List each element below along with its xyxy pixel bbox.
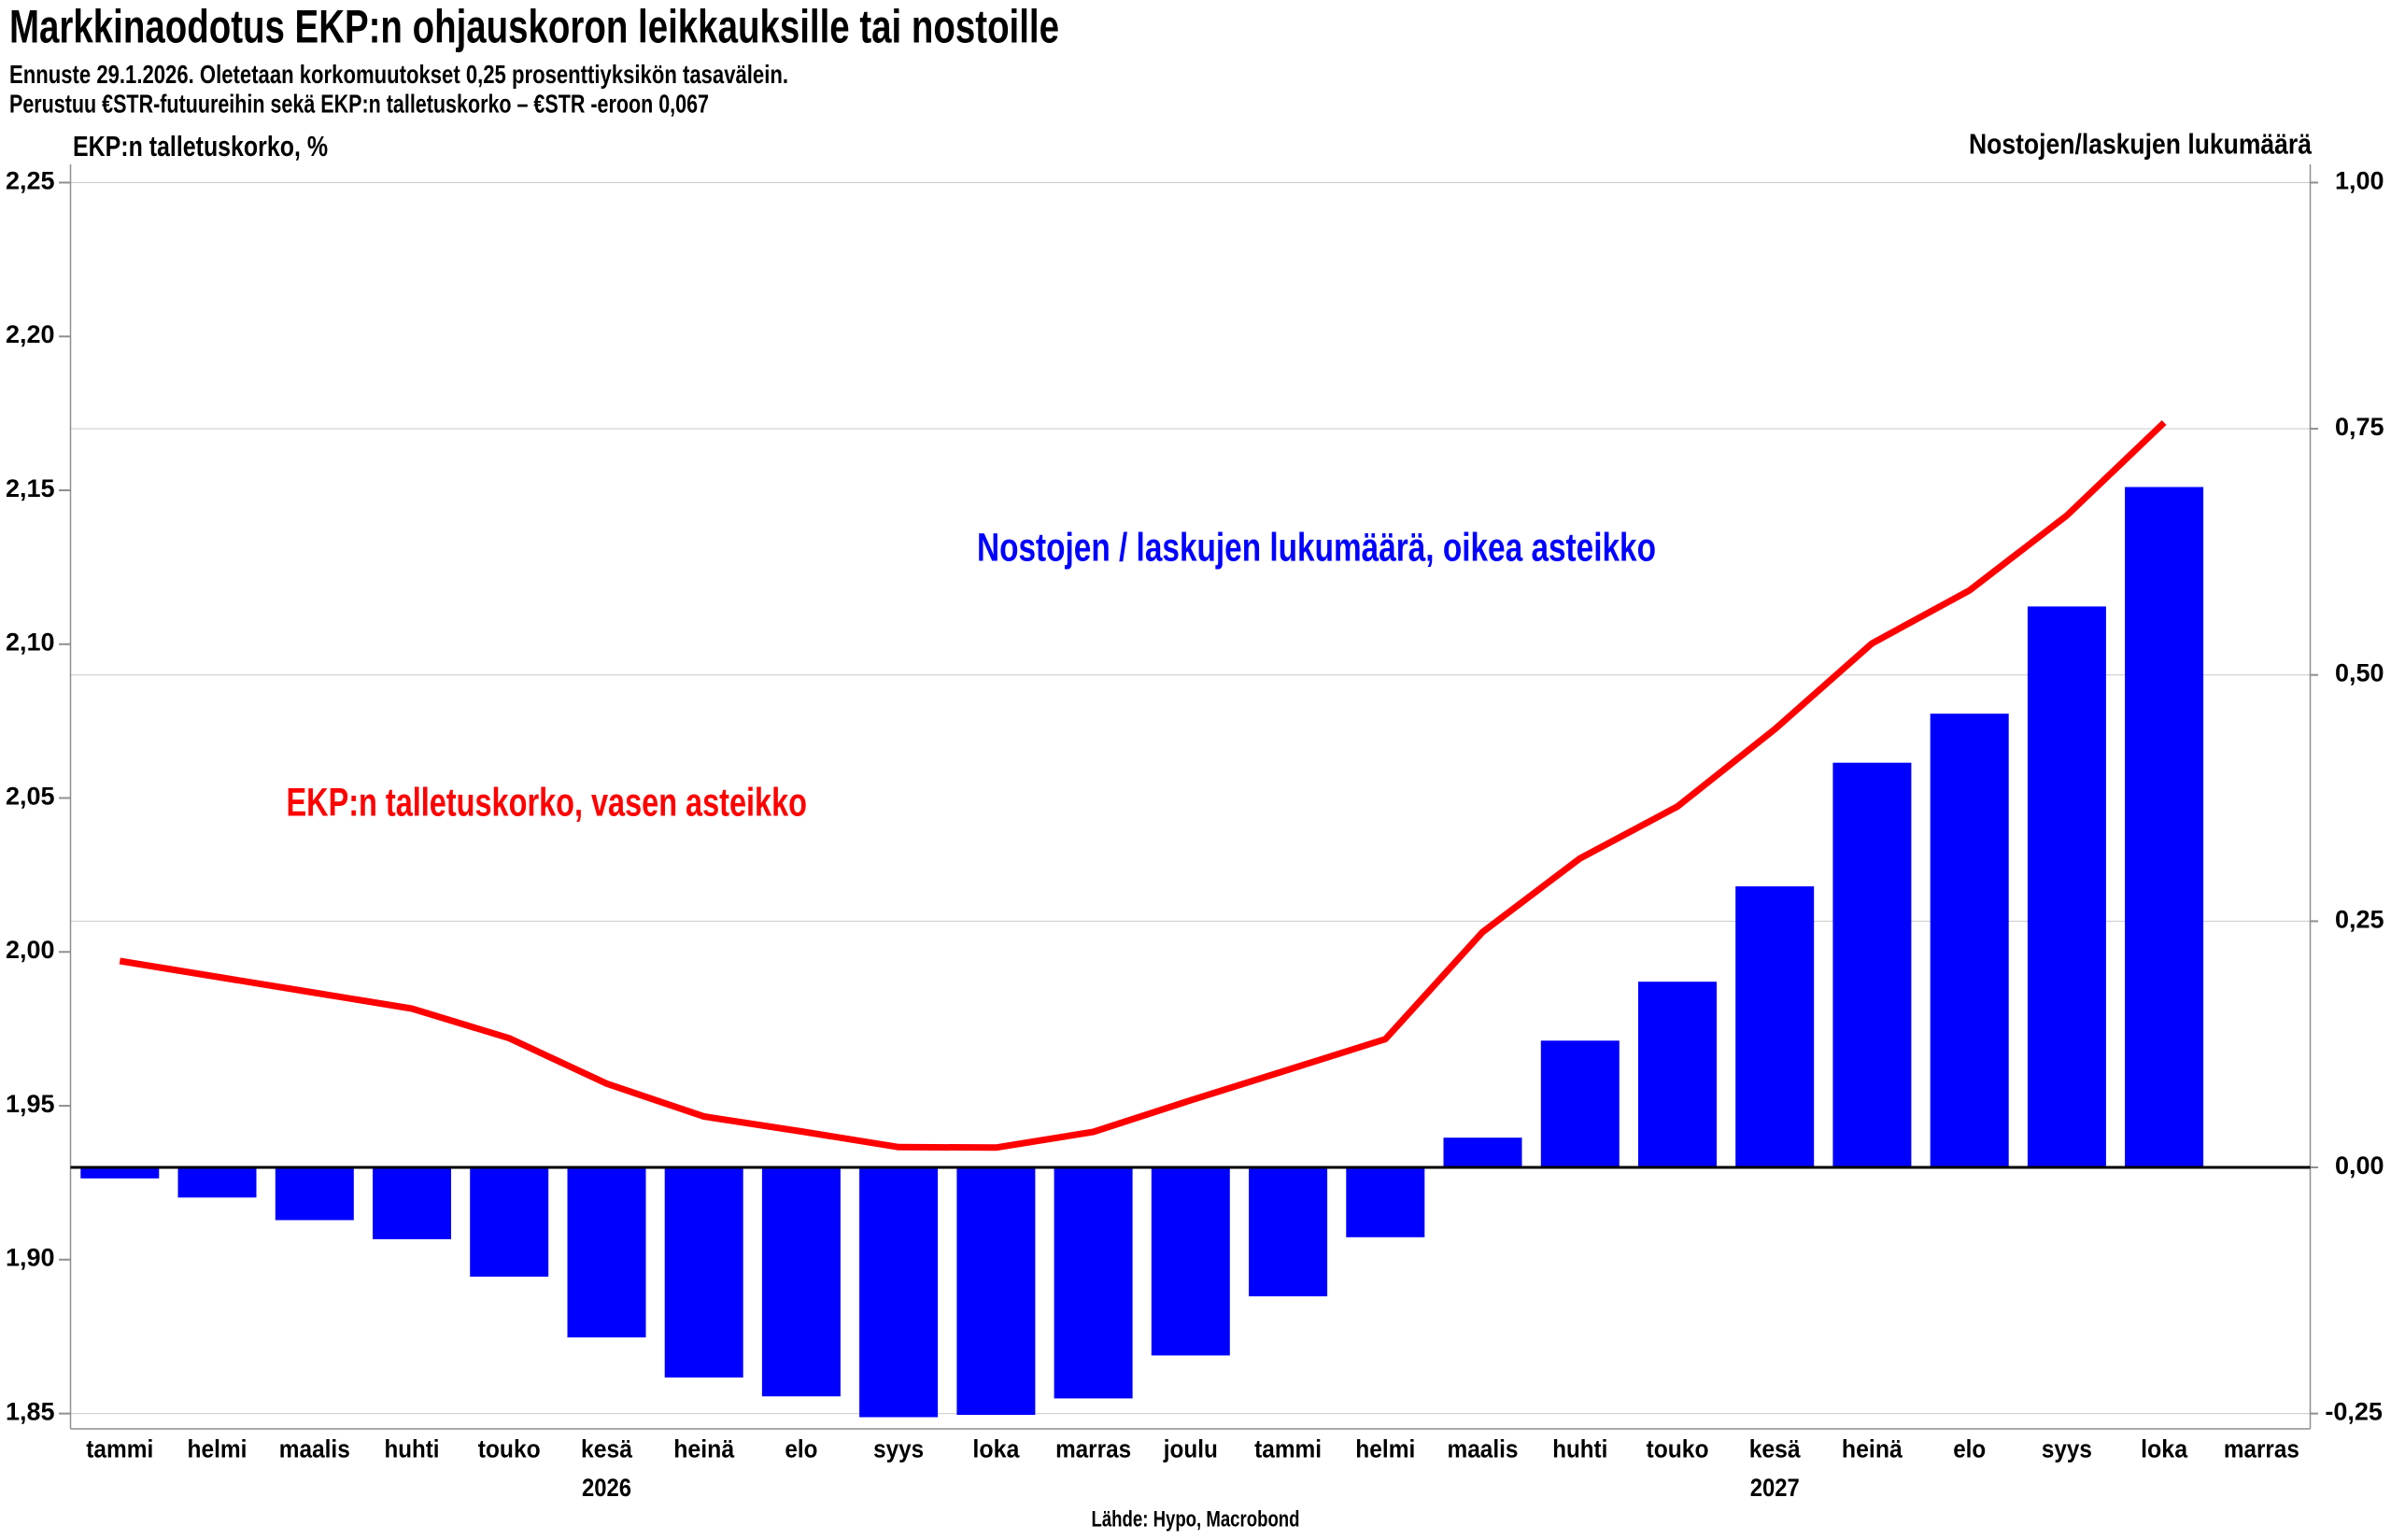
svg-text:2,20: 2,20	[6, 320, 55, 348]
svg-text:maalis: maalis	[279, 1434, 350, 1462]
svg-text:heinä: heinä	[673, 1434, 735, 1462]
svg-text:kesä: kesä	[1749, 1434, 1802, 1462]
svg-text:joulu: joulu	[1163, 1434, 1218, 1462]
svg-text:EKP:n talletuskorko, vasen ast: EKP:n talletuskorko, vasen asteikko	[287, 781, 808, 826]
svg-text:0,75: 0,75	[2335, 413, 2384, 441]
svg-text:Perustuu €STR-futuureihin sekä: Perustuu €STR-futuureihin sekä EKP:n tal…	[9, 90, 709, 119]
svg-text:touko: touko	[1647, 1434, 1709, 1462]
svg-text:marras: marras	[1055, 1434, 1131, 1462]
svg-text:syys: syys	[2042, 1434, 2092, 1462]
svg-text:2,25: 2,25	[6, 166, 55, 194]
svg-text:0,25: 0,25	[2335, 905, 2384, 933]
svg-text:loka: loka	[972, 1434, 1020, 1462]
svg-text:Markkinaodotus EKP:n ohjauskor: Markkinaodotus EKP:n ohjauskoron leikkau…	[9, 1, 1059, 53]
svg-text:EKP:n talletuskorko, %: EKP:n talletuskorko, %	[73, 130, 328, 162]
svg-text:huhti: huhti	[1552, 1434, 1607, 1462]
svg-text:1,00: 1,00	[2335, 166, 2384, 194]
svg-text:2,10: 2,10	[6, 629, 55, 657]
svg-text:Lähde: Hypo, Macrobond: Lähde: Hypo, Macrobond	[1092, 1507, 1300, 1533]
svg-text:huhti: huhti	[385, 1434, 440, 1462]
svg-text:0,00: 0,00	[2335, 1151, 2384, 1180]
svg-text:loka: loka	[2141, 1434, 2188, 1462]
svg-text:2,05: 2,05	[6, 782, 55, 810]
svg-text:2,00: 2,00	[6, 936, 55, 964]
svg-text:-0,25: -0,25	[2325, 1398, 2383, 1426]
svg-text:tammi: tammi	[86, 1434, 153, 1462]
svg-text:0,50: 0,50	[2335, 659, 2384, 687]
svg-text:1,85: 1,85	[6, 1398, 55, 1426]
svg-text:syys: syys	[873, 1434, 924, 1462]
svg-text:kesä: kesä	[581, 1434, 633, 1462]
svg-text:marras: marras	[2224, 1434, 2299, 1462]
svg-text:2,15: 2,15	[6, 474, 55, 502]
svg-text:heinä: heinä	[1842, 1434, 1903, 1462]
svg-text:1,95: 1,95	[6, 1090, 55, 1118]
svg-text:2026: 2026	[582, 1474, 631, 1502]
svg-text:elo: elo	[785, 1434, 817, 1462]
svg-text:maalis: maalis	[1448, 1434, 1519, 1462]
svg-text:Ennuste 29.1.2026. Oletetaan k: Ennuste 29.1.2026. Oletetaan korkomuutok…	[9, 60, 788, 89]
svg-text:elo: elo	[1953, 1434, 1986, 1462]
svg-text:1,90: 1,90	[6, 1244, 55, 1272]
svg-text:helmi: helmi	[188, 1434, 248, 1462]
svg-text:2027: 2027	[1750, 1474, 1800, 1502]
svg-text:Nostojen / laskujen lukumäärä,: Nostojen / laskujen lukumäärä, oikea ast…	[977, 525, 1656, 570]
svg-text:helmi: helmi	[1355, 1434, 1415, 1462]
svg-text:Nostojen/laskujen lukumäärä: Nostojen/laskujen lukumäärä	[1969, 128, 2313, 161]
svg-text:touko: touko	[478, 1434, 541, 1462]
svg-text:tammi: tammi	[1254, 1434, 1322, 1462]
